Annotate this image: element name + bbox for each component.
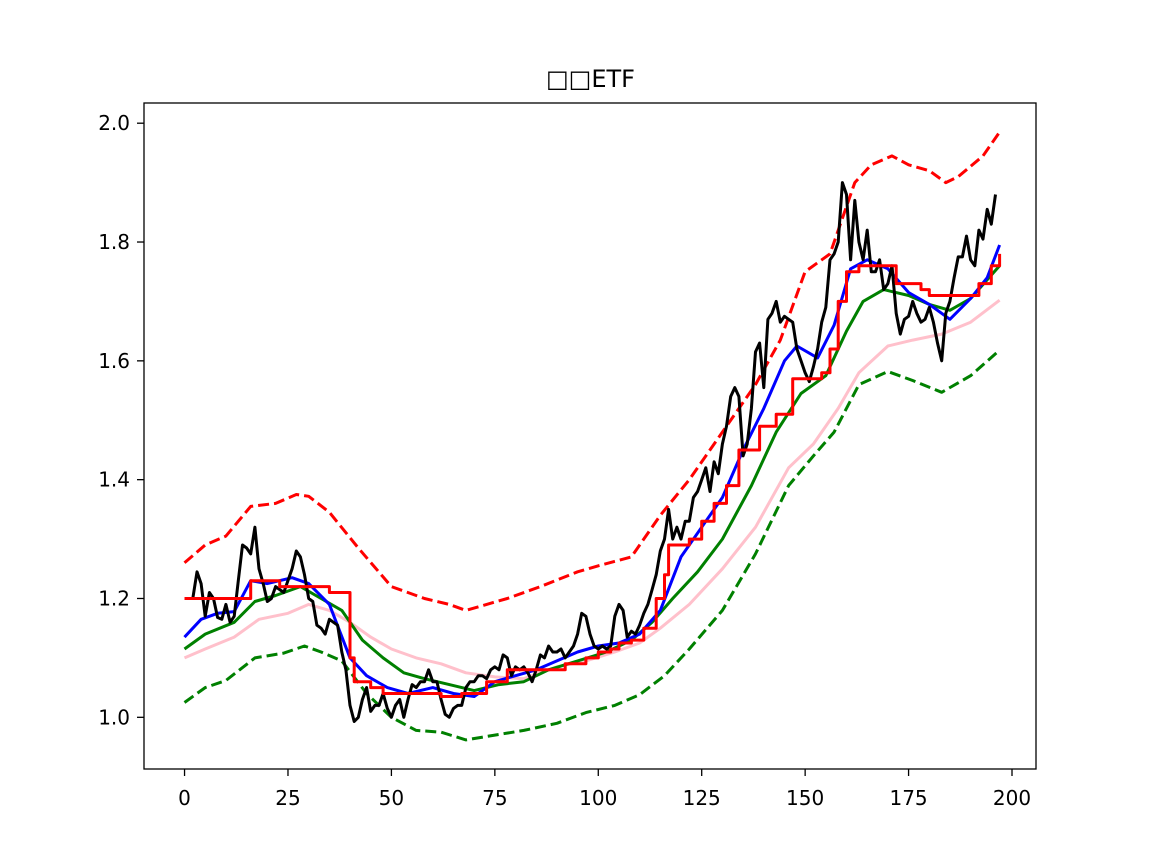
x-tick-label: 200 bbox=[993, 786, 1031, 810]
x-tick-label: 0 bbox=[178, 786, 191, 810]
series-line-1 bbox=[183, 131, 1001, 612]
x-tick-label: 100 bbox=[579, 786, 617, 810]
x-tick-label: 75 bbox=[482, 786, 507, 810]
series-layer bbox=[183, 131, 1002, 742]
series-line-2 bbox=[183, 349, 1001, 742]
y-tick-label: 1.8 bbox=[98, 230, 130, 254]
x-tick-label: 150 bbox=[786, 786, 824, 810]
y-tick-label: 2.0 bbox=[98, 111, 130, 135]
x-tick-label: 125 bbox=[683, 786, 721, 810]
series-line-5 bbox=[183, 244, 1002, 698]
x-tick-label: 175 bbox=[889, 786, 927, 810]
series-line-7 bbox=[184, 253, 1002, 698]
y-tick-label: 1.2 bbox=[98, 586, 130, 610]
plot-frame bbox=[143, 102, 1037, 770]
x-tick-label: 25 bbox=[275, 786, 300, 810]
y-tick-label: 1.6 bbox=[98, 349, 130, 373]
series-line-6 bbox=[184, 181, 997, 723]
axes-layer: 0 25 50 75 100 125 150 175 200 1.0 1.2 1.4 1.6 1.8 2.0 bbox=[98, 102, 1037, 810]
y-tick-label: 1.0 bbox=[98, 705, 130, 729]
chart-title: □□ETF bbox=[546, 65, 635, 93]
x-tick-label: 50 bbox=[379, 786, 404, 810]
y-tick-label: 1.4 bbox=[98, 468, 130, 492]
